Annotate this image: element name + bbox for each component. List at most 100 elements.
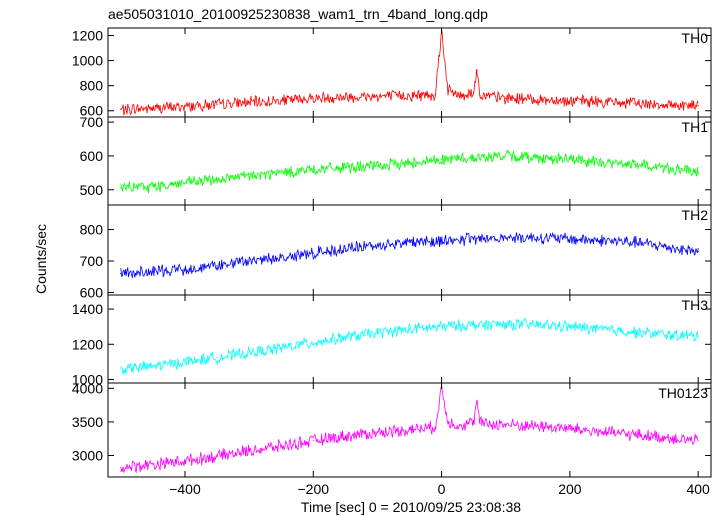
data-point xyxy=(120,273,122,275)
data-point xyxy=(152,271,154,273)
x-tick-label: 400 xyxy=(686,481,710,497)
chart-title: ae505031010_20100925230838_wam1_trn_4ban… xyxy=(108,6,488,22)
data-point xyxy=(473,324,475,326)
data-point xyxy=(312,341,314,344)
data-point xyxy=(216,179,218,181)
data-point xyxy=(440,239,443,242)
y-tick-label: 600 xyxy=(80,103,104,119)
data-point xyxy=(376,432,379,434)
data-point xyxy=(633,102,635,104)
data-point xyxy=(665,436,667,438)
data-point xyxy=(152,107,154,109)
x-tick-label: −200 xyxy=(298,481,330,497)
data-point xyxy=(120,368,122,370)
data-point xyxy=(665,334,667,336)
data-point xyxy=(476,401,478,403)
data-point xyxy=(601,328,603,330)
panel-frame xyxy=(107,382,712,478)
data-point xyxy=(697,250,699,253)
data-point xyxy=(344,96,346,98)
data-point xyxy=(460,424,462,426)
data-point xyxy=(447,90,449,92)
x-tick-label: 200 xyxy=(558,481,582,497)
data-point xyxy=(633,163,635,165)
data-point xyxy=(248,450,250,452)
data-point xyxy=(601,101,603,103)
data-point xyxy=(376,332,379,334)
data-point xyxy=(152,185,154,187)
data-point xyxy=(344,167,346,169)
x-tick-label: 0 xyxy=(438,481,446,497)
data-point xyxy=(473,421,475,423)
data-point xyxy=(216,356,218,359)
data-point xyxy=(569,100,571,102)
data-point xyxy=(280,257,282,259)
data-point xyxy=(376,165,379,167)
y-tick-label: 1200 xyxy=(72,336,103,352)
data-point xyxy=(408,328,411,330)
data-point xyxy=(120,108,122,111)
data-point xyxy=(633,331,635,333)
data-point xyxy=(280,445,282,447)
panel-label-th1: TH1 xyxy=(682,119,709,135)
data-point xyxy=(697,172,699,174)
series-line-th2 xyxy=(120,231,699,279)
panel-label-th0123: TH0123 xyxy=(658,385,708,401)
y-tick-label: 1000 xyxy=(72,53,103,69)
data-point xyxy=(476,70,478,72)
data-point xyxy=(569,238,571,240)
data-point xyxy=(248,175,250,177)
panel-th0: 600 800 1000 1200 TH0 xyxy=(72,27,712,119)
panel-frame xyxy=(107,204,712,296)
data-point xyxy=(601,431,603,433)
data-point xyxy=(216,265,218,267)
series-line-th3 xyxy=(120,317,699,375)
data-point xyxy=(473,238,475,240)
data-point xyxy=(344,435,346,437)
data-point xyxy=(569,326,571,328)
data-point xyxy=(569,428,571,430)
data-point xyxy=(697,440,699,442)
y-tick-label: 600 xyxy=(80,284,104,300)
y-tick-label: 1200 xyxy=(72,28,103,44)
data-point xyxy=(152,365,154,367)
data-point xyxy=(440,326,443,328)
data-point xyxy=(216,455,218,457)
data-point xyxy=(601,239,603,242)
x-axis-label: Time [sec] 0 = 2010/09/25 23:08:38 xyxy=(301,499,521,515)
data-point xyxy=(408,162,411,164)
panel-label-th0: TH0 xyxy=(682,30,709,46)
data-point xyxy=(120,187,122,189)
data-point xyxy=(665,246,667,248)
data-point xyxy=(280,100,282,102)
data-point xyxy=(505,424,507,426)
data-point xyxy=(344,336,346,338)
data-point xyxy=(408,95,411,97)
data-point xyxy=(184,268,186,270)
data-point xyxy=(601,162,603,164)
data-point xyxy=(697,335,699,337)
data-point xyxy=(434,426,436,428)
data-point xyxy=(505,97,507,99)
panel-frame xyxy=(107,294,712,384)
data-point xyxy=(376,95,379,97)
panel-th1: 500 600 700 TH1 xyxy=(80,114,712,206)
data-point xyxy=(312,168,314,171)
data-point xyxy=(447,421,449,423)
y-tick-label: 700 xyxy=(80,114,104,130)
data-point xyxy=(184,105,186,107)
panel-th3: 1000 1200 1400 TH3 xyxy=(72,294,712,387)
series-line-th0 xyxy=(120,30,699,116)
data-point xyxy=(633,434,635,436)
data-point xyxy=(312,440,314,442)
data-point xyxy=(248,260,250,262)
data-point xyxy=(408,428,411,430)
data-point xyxy=(248,352,250,354)
data-point xyxy=(665,103,667,106)
data-point xyxy=(280,347,282,349)
y-tick-label: 800 xyxy=(80,222,104,238)
y-tick-label: 700 xyxy=(80,253,104,269)
panel-th0123: 3000 3500 4000 TH0123 xyxy=(72,380,712,478)
